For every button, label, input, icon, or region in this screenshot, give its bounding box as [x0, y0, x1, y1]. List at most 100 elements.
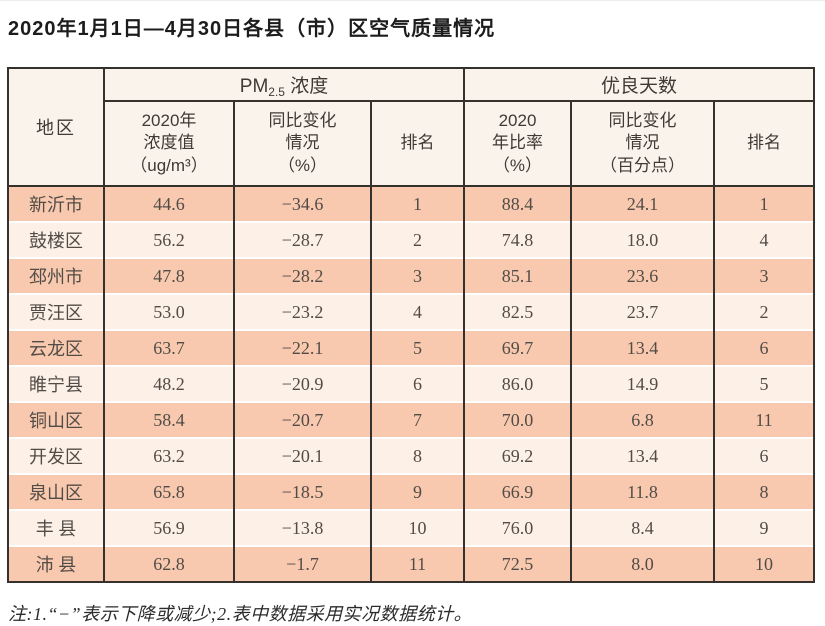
column-header-pm-value: 2020年 浓度值 （ug/m³） — [103, 100, 235, 187]
region-cell: 贾汪区 — [7, 293, 105, 330]
value-cell: 69.2 — [463, 437, 572, 474]
value-cell: 18.0 — [570, 221, 715, 258]
value-cell: −20.1 — [233, 437, 372, 474]
value-cell: 74.8 — [463, 221, 572, 258]
column-header-gd-rank: 排名 — [712, 100, 816, 187]
table-row: 邳州市 47.8 −28.2 3 85.1 23.6 3 — [7, 257, 816, 294]
pm25-subscript: 2.5 — [268, 84, 285, 99]
value-cell: 6 — [712, 329, 816, 366]
value-cell: 8 — [712, 473, 816, 510]
value-cell: 70.0 — [463, 401, 572, 438]
pm25-label: PM2.5 浓度 — [239, 75, 329, 99]
value-cell: 11 — [712, 401, 816, 438]
value-cell: −1.7 — [233, 545, 372, 582]
column-group-pm25: PM2.5 浓度 — [103, 67, 465, 102]
value-cell: 10 — [370, 509, 465, 546]
value-cell: 2 — [712, 293, 816, 330]
value-cell: 1 — [712, 185, 816, 222]
value-cell: 76.0 — [463, 509, 572, 546]
region-cell: 邳州市 — [7, 257, 105, 294]
table-row: 铜山区 58.4 −20.7 7 70.0 6.8 11 — [7, 401, 816, 438]
value-cell: 63.7 — [103, 329, 235, 366]
value-cell: 65.8 — [103, 473, 235, 510]
table-row: 新沂市 44.6 −34.6 1 88.4 24.1 1 — [7, 185, 816, 222]
value-cell: 58.4 — [103, 401, 235, 438]
region-cell: 睢宁县 — [7, 365, 105, 402]
air-quality-table: 地区 PM2.5 浓度 优良天数 2020年 浓度值 （ug/m³） 同比变化 … — [7, 67, 816, 583]
value-cell: 53.0 — [103, 293, 235, 330]
value-cell: 66.9 — [463, 473, 572, 510]
value-cell: 11 — [370, 545, 465, 582]
value-cell: 2 — [370, 221, 465, 258]
region-cell: 铜山区 — [7, 401, 105, 438]
value-cell: 13.4 — [570, 329, 715, 366]
table-row: 开发区 63.2 −20.1 8 69.2 13.4 6 — [7, 437, 816, 474]
column-header-gd-rate: 2020 年比率 （%） — [463, 100, 572, 187]
value-cell: 44.6 — [103, 185, 235, 222]
value-cell: 56.2 — [103, 221, 235, 258]
value-cell: 24.1 — [570, 185, 715, 222]
value-cell: 13.4 — [570, 437, 715, 474]
value-cell: 8.0 — [570, 545, 715, 582]
column-header-pm-change: 同比变化 情况 （%） — [233, 100, 372, 187]
value-cell: 10 — [712, 545, 816, 582]
region-cell: 沛 县 — [7, 545, 105, 582]
value-cell: 72.5 — [463, 545, 572, 582]
value-cell: 3 — [370, 257, 465, 294]
column-header-region: 地区 — [7, 67, 105, 187]
value-cell: 62.8 — [103, 545, 235, 582]
value-cell: −20.7 — [233, 401, 372, 438]
value-cell: −22.1 — [233, 329, 372, 366]
value-cell: 23.6 — [570, 257, 715, 294]
value-cell: 7 — [370, 401, 465, 438]
column-header-pm-rank: 排名 — [370, 100, 465, 187]
value-cell: 3 — [712, 257, 816, 294]
value-cell: 9 — [712, 509, 816, 546]
value-cell: −23.2 — [233, 293, 372, 330]
value-cell: −13.8 — [233, 509, 372, 546]
region-cell: 新沂市 — [7, 185, 105, 222]
table-row: 贾汪区 53.0 −23.2 4 82.5 23.7 2 — [7, 293, 816, 330]
table-row: 泉山区 65.8 −18.5 9 66.9 11.8 8 — [7, 473, 816, 510]
table-row: 云龙区 63.7 −22.1 5 69.7 13.4 6 — [7, 329, 816, 366]
value-cell: 63.2 — [103, 437, 235, 474]
value-cell: 8.4 — [570, 509, 715, 546]
region-cell: 鼓楼区 — [7, 221, 105, 258]
value-cell: 14.9 — [570, 365, 715, 402]
value-cell: 85.1 — [463, 257, 572, 294]
value-cell: 47.8 — [103, 257, 235, 294]
value-cell: −28.7 — [233, 221, 372, 258]
value-cell: 4 — [712, 221, 816, 258]
region-cell: 开发区 — [7, 437, 105, 474]
value-cell: 6 — [712, 437, 816, 474]
value-cell: 82.5 — [463, 293, 572, 330]
value-cell: 8 — [370, 437, 465, 474]
table-row: 丰 县 56.9 −13.8 10 76.0 8.4 9 — [7, 509, 816, 546]
table-header: 地区 PM2.5 浓度 优良天数 2020年 浓度值 （ug/m³） 同比变化 … — [7, 67, 816, 187]
page-title: 2020年1月1日—4月30日各县（市）区空气质量情况 — [8, 18, 496, 40]
table-body: 新沂市 44.6 −34.6 1 88.4 24.1 1 鼓楼区 56.2 −28.7 2 74.8 1… — [7, 185, 816, 582]
footnote: 注:1.“−”表示下降或减少;2.表中数据采用实况数据统计。 — [8, 604, 473, 624]
value-cell: 6 — [370, 365, 465, 402]
value-cell: −28.2 — [233, 257, 372, 294]
column-group-good-days: 优良天数 — [462, 67, 816, 102]
value-cell: −20.9 — [233, 365, 372, 402]
value-cell: 23.7 — [570, 293, 715, 330]
value-cell: −34.6 — [233, 185, 372, 222]
value-cell: −18.5 — [233, 473, 372, 510]
value-cell: 69.7 — [463, 329, 572, 366]
value-cell: 4 — [370, 293, 465, 330]
value-cell: 48.2 — [103, 365, 235, 402]
value-cell: 86.0 — [463, 365, 572, 402]
table-row: 鼓楼区 56.2 −28.7 2 74.8 18.0 4 — [7, 221, 816, 258]
region-cell: 云龙区 — [7, 329, 105, 366]
value-cell: 6.8 — [570, 401, 715, 438]
value-cell: 1 — [370, 185, 465, 222]
table-row: 沛 县 62.8 −1.7 11 72.5 8.0 10 — [7, 545, 816, 582]
table-row: 睢宁县 48.2 −20.9 6 86.0 14.9 5 — [7, 365, 816, 402]
value-cell: 11.8 — [570, 473, 715, 510]
value-cell: 88.4 — [463, 185, 572, 222]
column-header-gd-change: 同比变化 情况 （百分点） — [570, 100, 715, 187]
region-cell: 丰 县 — [7, 509, 105, 546]
value-cell: 5 — [712, 365, 816, 402]
